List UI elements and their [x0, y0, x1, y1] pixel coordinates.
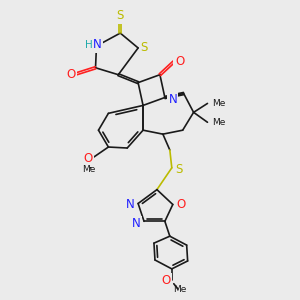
Text: Me: Me — [212, 99, 226, 108]
Text: N: N — [93, 38, 102, 52]
Text: O: O — [161, 274, 170, 287]
Text: Me: Me — [212, 118, 226, 127]
Text: S: S — [140, 41, 148, 55]
Text: O: O — [175, 55, 184, 68]
Text: O: O — [66, 68, 75, 81]
Text: N: N — [168, 93, 177, 106]
Text: H: H — [85, 40, 92, 50]
Text: Me: Me — [82, 165, 95, 174]
Text: O: O — [176, 198, 185, 211]
Text: O: O — [83, 152, 92, 165]
Text: S: S — [117, 9, 124, 22]
Text: N: N — [126, 198, 135, 211]
Text: Me: Me — [173, 285, 186, 294]
Text: N: N — [132, 217, 140, 230]
Text: S: S — [175, 163, 182, 176]
